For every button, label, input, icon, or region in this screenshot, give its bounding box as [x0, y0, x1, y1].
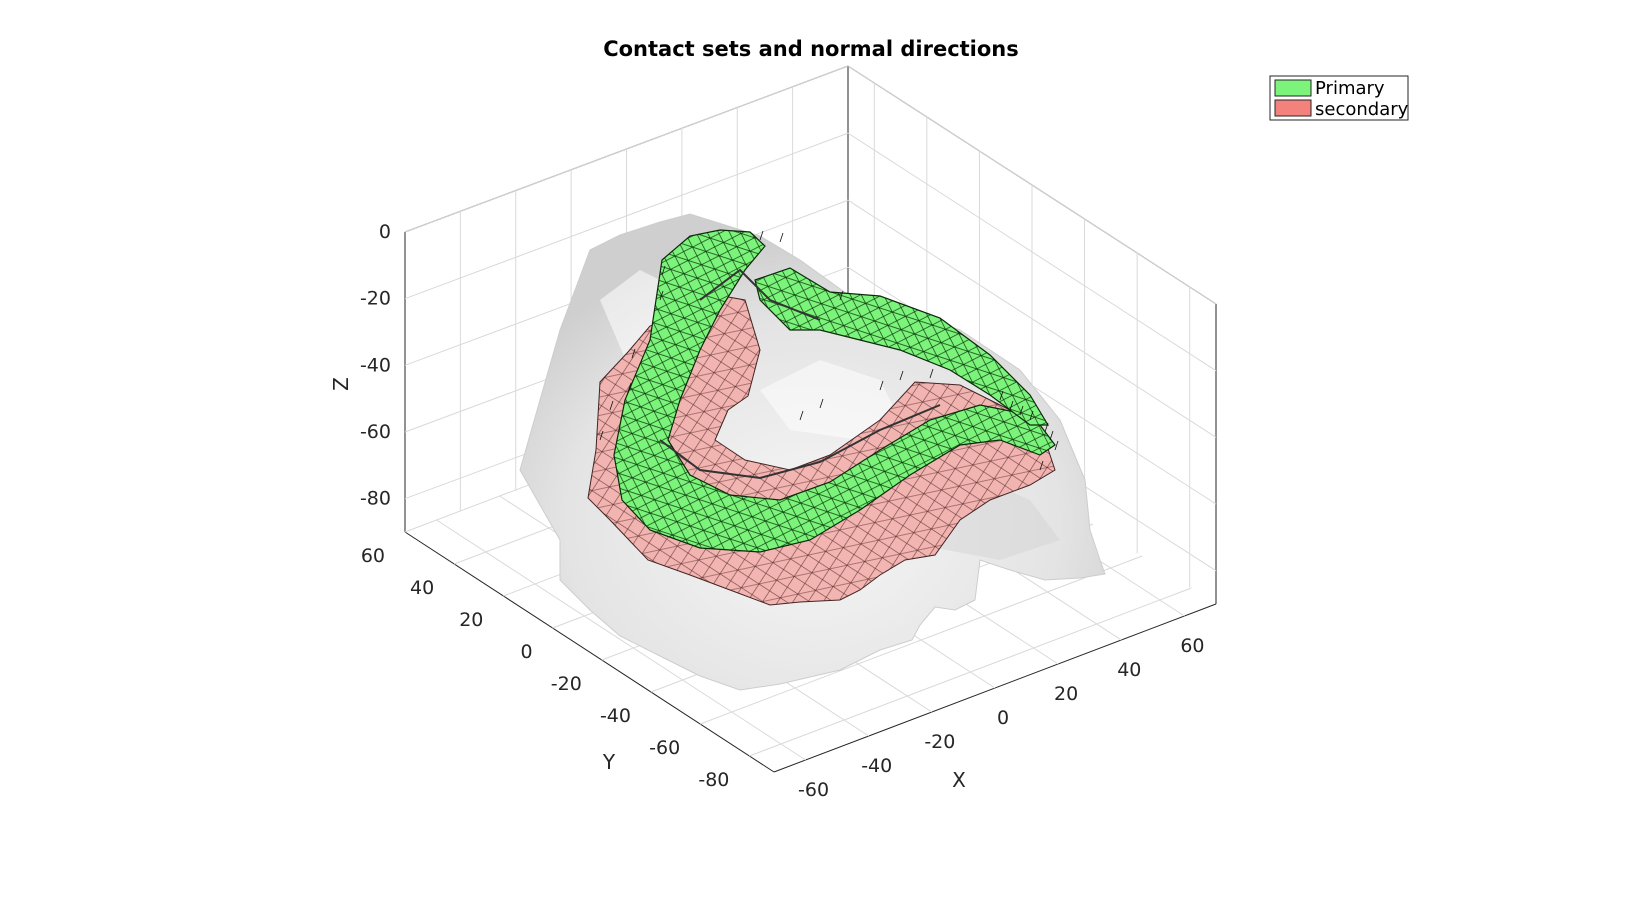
normal-vector — [1009, 400, 1014, 411]
legend-label-primary: Primary — [1315, 78, 1385, 99]
x-ticks: -60 -40 -20 0 20 40 60 — [798, 635, 1204, 801]
x-tick-label: 0 — [997, 707, 1009, 729]
normal-vector — [759, 230, 764, 241]
normal-vector — [1049, 430, 1054, 441]
z-ticks: 0 -20 -40 -60 -80 — [360, 221, 391, 510]
normal-vector — [609, 400, 614, 411]
normal-vector — [929, 368, 934, 379]
normal-vector — [799, 410, 804, 421]
y-ticks: -80 -60 -40 -20 0 20 40 60 — [361, 545, 730, 791]
z-tick-label: -20 — [360, 288, 391, 310]
normal-vectors — [599, 230, 1059, 471]
y-tick-label: -40 — [600, 705, 631, 727]
primary-surface — [613, 229, 1056, 553]
x-tick-label: -40 — [861, 755, 892, 777]
normal-vector — [819, 398, 824, 409]
y-axis-label: Y — [602, 750, 616, 774]
z-tick-label: 0 — [379, 221, 391, 243]
legend-swatch-secondary — [1274, 99, 1312, 117]
legend-swatch-primary — [1274, 79, 1312, 97]
chart-title: Contact sets and normal directions — [603, 37, 1019, 61]
y-tick-label: 60 — [361, 545, 385, 567]
z-tick-label: -60 — [360, 421, 391, 443]
normal-vector — [661, 265, 666, 276]
x-tick-label: -20 — [924, 731, 955, 753]
y-tick-label: -20 — [551, 673, 582, 695]
normal-vector — [999, 390, 1004, 401]
normal-vector — [1054, 440, 1059, 451]
normal-vector — [599, 430, 604, 441]
legend-label-secondary: secondary — [1315, 99, 1409, 120]
z-tick-label: -80 — [360, 488, 391, 510]
z-tick-label: -40 — [360, 354, 391, 376]
normal-vector — [1039, 460, 1044, 471]
legend: Primary secondary — [1269, 75, 1409, 121]
x-tick-label: 40 — [1117, 659, 1141, 681]
normal-vector — [627, 382, 632, 393]
y-tick-label: 0 — [521, 641, 533, 663]
x-tick-label: -60 — [798, 779, 829, 801]
normal-vector — [631, 348, 636, 359]
normal-vector — [659, 290, 664, 301]
normal-vector — [879, 380, 884, 391]
z-axis-label: Z — [329, 377, 353, 391]
normal-vector — [1029, 410, 1034, 421]
normal-vector — [839, 290, 844, 301]
normal-vector — [1019, 405, 1024, 416]
y-tick-label: 20 — [459, 609, 483, 631]
y-tick-label: 40 — [410, 577, 434, 599]
y-tick-label: -80 — [698, 769, 729, 791]
x-tick-label: 20 — [1054, 683, 1078, 705]
normal-vector — [779, 232, 784, 243]
normal-vector — [1044, 422, 1049, 433]
x-axis-label: X — [952, 768, 966, 792]
normal-vector — [899, 370, 904, 381]
y-tick-label: -60 — [649, 737, 680, 759]
x-tick-label: 60 — [1180, 635, 1204, 657]
